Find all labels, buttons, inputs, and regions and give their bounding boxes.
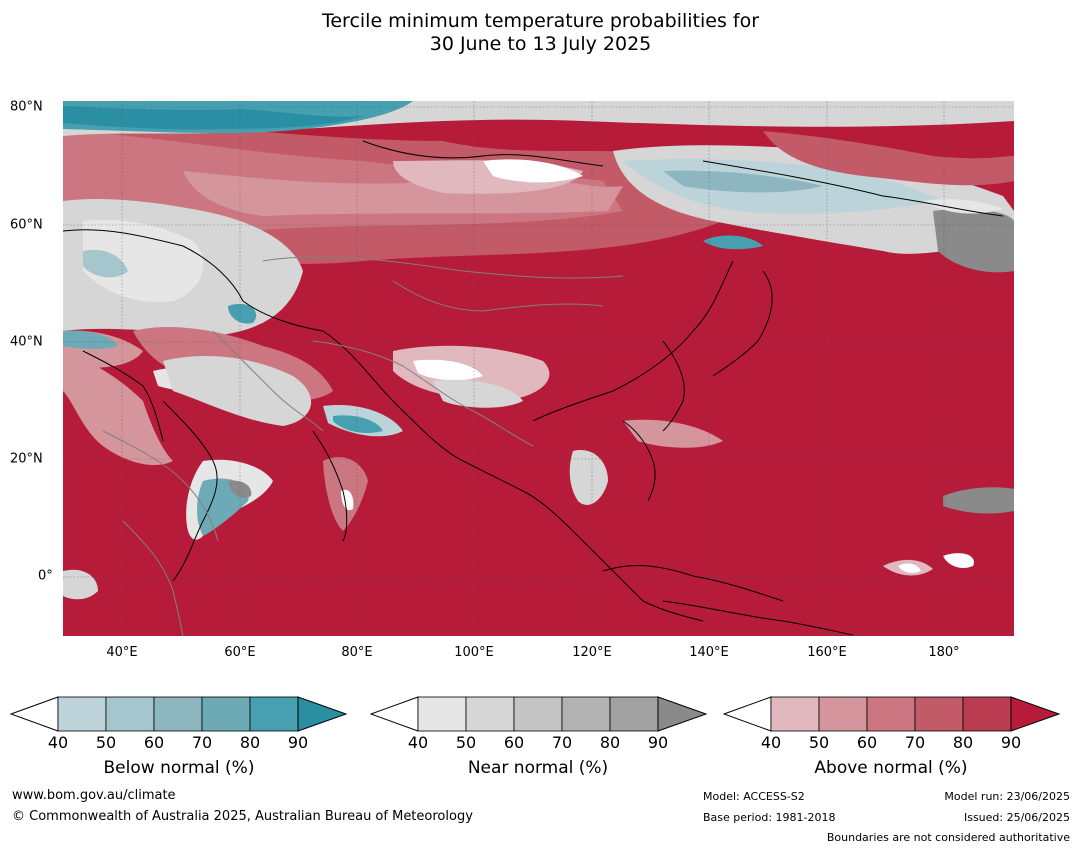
legend-below-caption: Below normal (%) <box>103 758 255 778</box>
lon-label-60e: 60°E <box>224 645 256 660</box>
lat-label-80n: 80°N <box>10 99 43 115</box>
tick-label: 80 <box>952 733 974 752</box>
lon-label-140e: 140°E <box>689 645 729 660</box>
tick-label: 60 <box>503 733 525 752</box>
legend-near-normal <box>369 696 710 736</box>
issued-info: Issued: 25/06/2025 <box>963 811 1070 824</box>
tick-label: 70 <box>551 733 573 752</box>
base-period-info: Base period: 1981-2018 <box>703 811 836 824</box>
tick-label: 50 <box>455 733 477 752</box>
legend-above-normal <box>722 696 1063 736</box>
legend-near-caption: Near normal (%) <box>467 758 609 778</box>
legend-below-normal <box>9 696 350 736</box>
tick-label: 90 <box>1000 733 1022 752</box>
lon-label-40e: 40°E <box>106 645 138 660</box>
lat-label-40n: 40°N <box>10 334 43 350</box>
lon-label-120e: 120°E <box>572 645 612 660</box>
lon-label-160e: 160°E <box>807 645 847 660</box>
tick-label: 40 <box>407 733 429 752</box>
probability-map <box>63 101 1014 636</box>
lat-label-equator: 0° <box>38 568 53 584</box>
tick-label: 50 <box>95 733 117 752</box>
tick-label: 60 <box>856 733 878 752</box>
tick-label: 70 <box>904 733 926 752</box>
lat-label-20n: 20°N <box>10 451 43 467</box>
lon-label-180: 180° <box>928 645 960 660</box>
map-title-line2: 30 June to 13 July 2025 <box>429 33 652 55</box>
lat-label-60n: 60°N <box>10 217 43 233</box>
boundaries-disclaimer: Boundaries are not considered authoritat… <box>826 831 1070 844</box>
tick-label: 70 <box>191 733 213 752</box>
tick-label: 90 <box>287 733 309 752</box>
copyright-text: © Commonwealth of Australia 2025, Austra… <box>12 809 473 824</box>
tick-label: 80 <box>599 733 621 752</box>
tick-label: 50 <box>808 733 830 752</box>
model-run-info: Model run: 23/06/2025 <box>944 790 1070 803</box>
lon-label-80e: 80°E <box>341 645 373 660</box>
tick-label: 60 <box>143 733 165 752</box>
tick-label: 40 <box>760 733 782 752</box>
tick-label: 80 <box>239 733 261 752</box>
model-info: Model: ACCESS-S2 <box>703 790 805 803</box>
lon-label-100e: 100°E <box>454 645 494 660</box>
tick-label: 40 <box>47 733 69 752</box>
tick-label: 90 <box>647 733 669 752</box>
website-link[interactable]: www.bom.gov.au/climate <box>12 788 176 803</box>
map-title-line1: Tercile minimum temperature probabilitie… <box>321 10 760 32</box>
legend-above-caption: Above normal (%) <box>814 758 968 778</box>
